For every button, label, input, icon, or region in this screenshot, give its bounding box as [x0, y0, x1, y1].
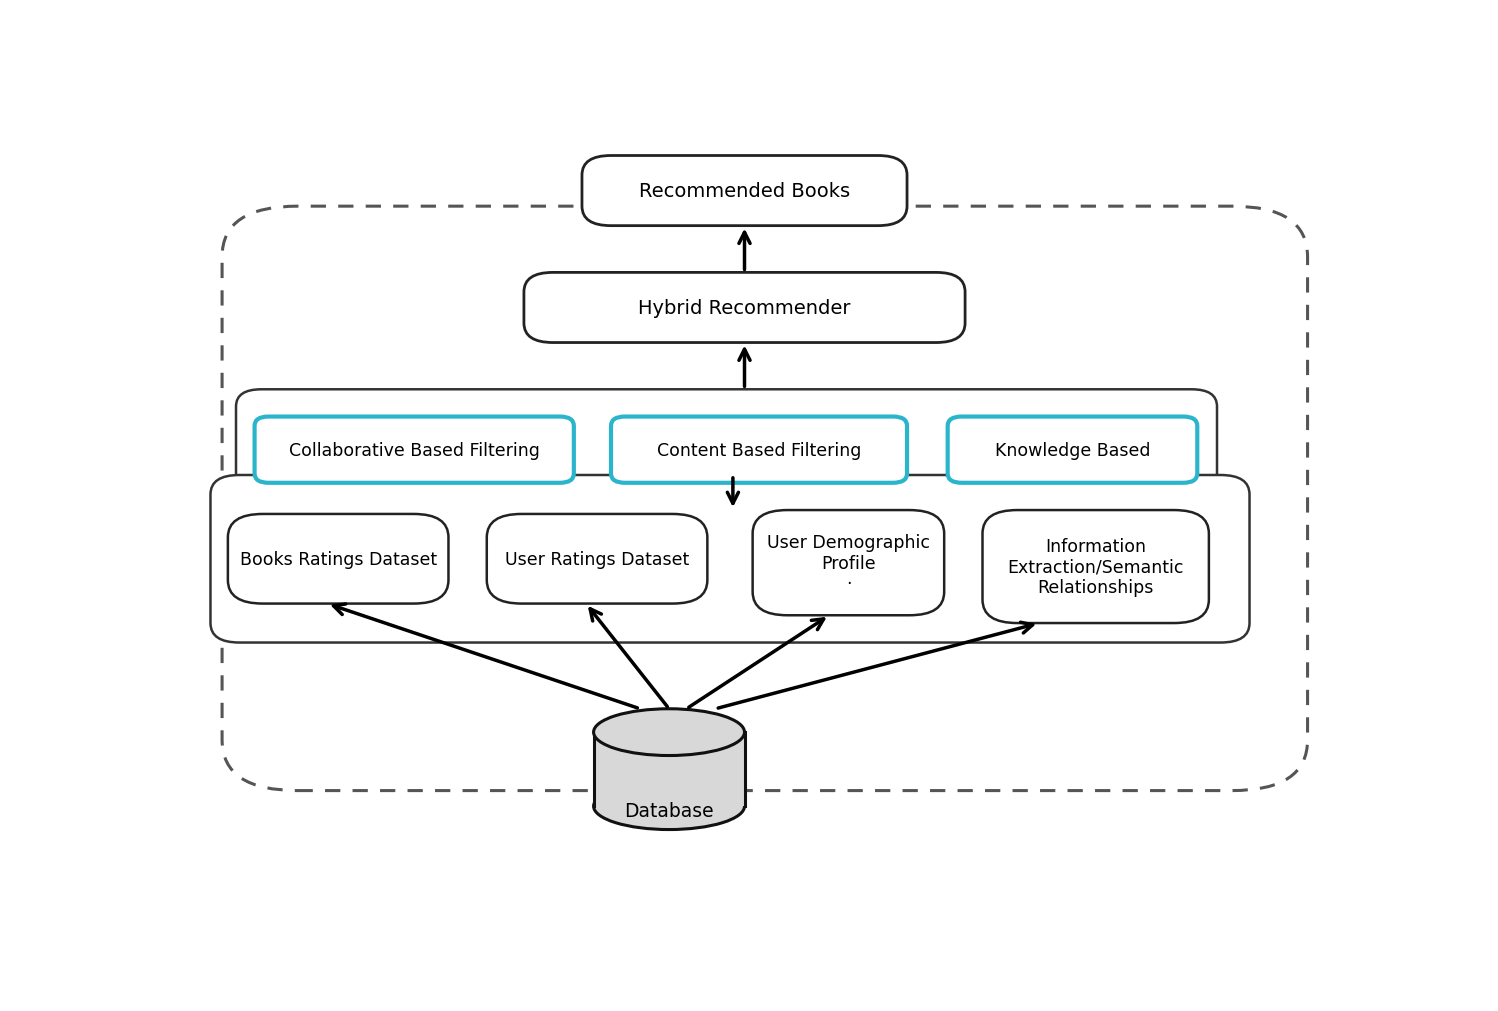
FancyBboxPatch shape [593, 732, 745, 807]
FancyBboxPatch shape [524, 273, 965, 343]
Text: Collaborative Based Filtering: Collaborative Based Filtering [289, 441, 539, 459]
FancyBboxPatch shape [581, 157, 908, 226]
Text: Recommended Books: Recommended Books [640, 182, 849, 201]
Text: Database: Database [625, 801, 715, 820]
FancyBboxPatch shape [255, 418, 574, 483]
Ellipse shape [593, 783, 745, 830]
FancyBboxPatch shape [210, 475, 1249, 643]
FancyBboxPatch shape [611, 418, 906, 483]
FancyBboxPatch shape [228, 515, 448, 604]
Text: Hybrid Recommender: Hybrid Recommender [638, 298, 851, 317]
Text: Books Ratings Dataset: Books Ratings Dataset [240, 550, 437, 568]
FancyBboxPatch shape [487, 515, 707, 604]
Text: Knowledge Based: Knowledge Based [995, 441, 1150, 459]
Text: User Demographic
Profile
·: User Demographic Profile · [767, 534, 930, 592]
Text: Content Based Filtering: Content Based Filtering [656, 441, 861, 459]
FancyBboxPatch shape [222, 207, 1308, 791]
FancyBboxPatch shape [752, 511, 944, 616]
FancyBboxPatch shape [983, 511, 1209, 624]
Text: Information
Extraction/Semantic
Relationships: Information Extraction/Semantic Relation… [1008, 537, 1183, 596]
FancyBboxPatch shape [237, 390, 1216, 511]
FancyBboxPatch shape [948, 418, 1197, 483]
Ellipse shape [593, 709, 745, 756]
Text: User Ratings Dataset: User Ratings Dataset [505, 550, 689, 568]
